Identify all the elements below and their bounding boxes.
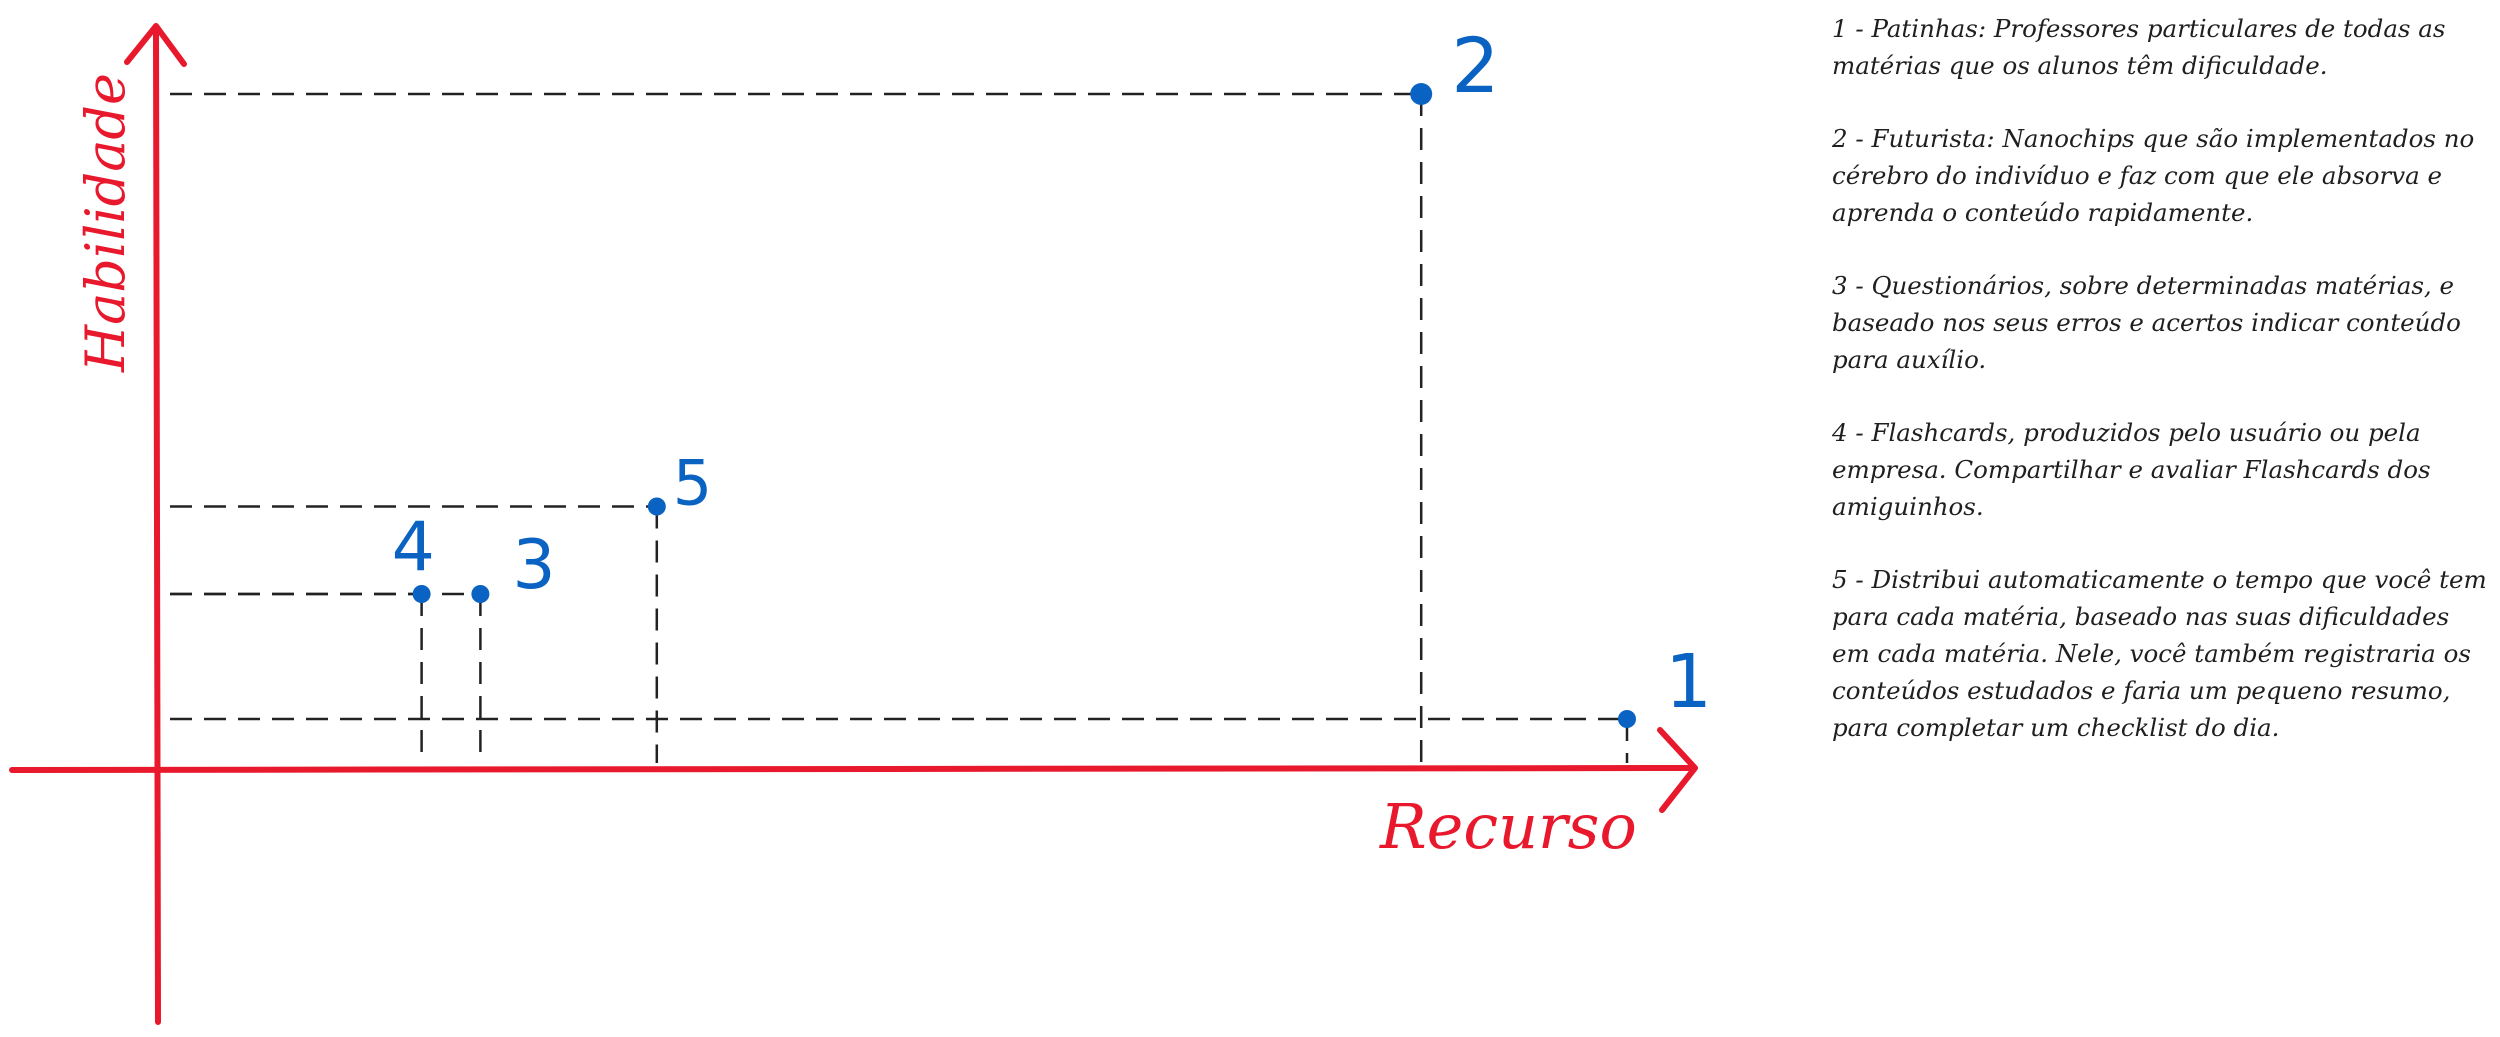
y-axis: [153, 25, 161, 1025]
data-points: 1 2 34 5: [392, 21, 1712, 728]
note-4: 4 - Flashcards, produzidos pelo usuário …: [1832, 418, 2431, 521]
x-axis-label: Recurso: [1379, 790, 1637, 863]
guide-lines: [170, 92, 1629, 763]
data-point-5: [647, 497, 666, 516]
y-axis-label: Habilidade: [74, 73, 137, 373]
data-point-2: [1410, 83, 1433, 105]
data-point-label-4: 4: [392, 508, 435, 587]
data-point-label-3: 3: [512, 526, 555, 605]
note-5: 5 - Distribui automaticamente o tempo qu…: [1832, 565, 2487, 742]
data-point-label-2: 2: [1451, 21, 1499, 110]
x-axis-arrowhead: [1657, 727, 1698, 813]
data-point-1: [1618, 710, 1636, 728]
y-axis-arrowhead: [124, 23, 187, 67]
data-point-4: [412, 585, 431, 603]
x-axis: [9, 765, 1695, 773]
data-point-label-5: 5: [673, 447, 712, 520]
note-3: 3 - Questionários, sobre determinadas ma…: [1832, 271, 2461, 374]
notes-panel: 1 - Patinhas: Professores particulares d…: [1832, 10, 2492, 782]
data-point-3: [471, 585, 490, 603]
data-point-label-1: 1: [1665, 639, 1712, 725]
note-2: 2 - Futurista: Nanochips que são impleme…: [1832, 124, 2475, 227]
positioning-chart: Recurso Habilidade 1 2 34 5: [9, 21, 1712, 1025]
note-1: 1 - Patinhas: Professores particulares d…: [1832, 14, 2446, 80]
